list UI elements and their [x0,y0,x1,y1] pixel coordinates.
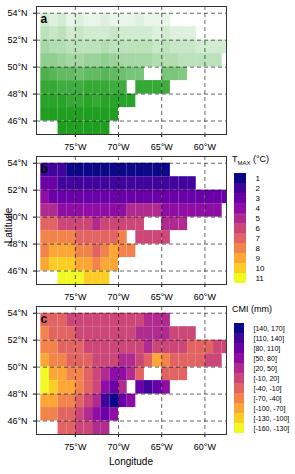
svg-text:52°N: 52°N [7,185,27,195]
svg-text:[140, 170]: [140, 170] [254,325,285,333]
svg-text:46°N: 46°N [7,416,27,426]
svg-text:c: c [41,312,48,326]
svg-text:[20, 50]: [20, 50] [254,365,277,373]
svg-text:70°W: 70°W [107,442,130,450]
svg-text:[110, 140]: [110, 140] [254,335,285,343]
svg-text:10: 10 [256,264,265,273]
svg-text:75°W: 75°W [64,442,87,450]
svg-text:48°N: 48°N [7,389,27,399]
svg-text:75°W: 75°W [64,142,87,150]
svg-text:54°N: 54°N [7,308,27,318]
svg-text:11: 11 [256,274,265,283]
svg-text:4: 4 [256,204,261,213]
svg-text:[50, 80]: [50, 80] [254,355,277,363]
svg-text:[-130, -100]: [-130, -100] [254,415,290,423]
svg-text:[80, 110]: [80, 110] [254,345,281,353]
svg-text:70°W: 70°W [107,142,130,150]
svg-text:[-160, -130]: [-160, -130] [254,425,290,433]
svg-text:65°W: 65°W [151,142,174,150]
svg-text:2: 2 [256,184,261,193]
svg-text:46°N: 46°N [7,266,27,276]
svg-text:6: 6 [256,224,261,233]
svg-text:50°N: 50°N [7,362,27,372]
svg-text:60°W: 60°W [194,292,217,300]
svg-text:60°W: 60°W [194,442,217,450]
svg-text:46°N: 46°N [7,116,27,126]
svg-text:1: 1 [256,174,261,183]
svg-text:3: 3 [256,194,261,203]
svg-text:9: 9 [256,254,261,263]
svg-text:65°W: 65°W [151,442,174,450]
svg-text:65°W: 65°W [151,292,174,300]
svg-text:a: a [41,12,48,26]
svg-text:70°W: 70°W [107,292,130,300]
svg-text:7: 7 [256,234,261,243]
svg-text:[-100, -70]: [-100, -70] [254,405,286,413]
svg-text:b: b [41,162,48,176]
svg-text:75°W: 75°W [64,292,87,300]
svg-text:[-10, 20]: [-10, 20] [254,375,280,383]
svg-text:54°N: 54°N [7,158,27,168]
svg-text:5: 5 [256,214,261,223]
svg-text:54°N: 54°N [7,8,27,18]
svg-text:[-70, -40]: [-70, -40] [254,395,282,403]
svg-text:60°W: 60°W [194,142,217,150]
svg-text:[-40, -10]: [-40, -10] [254,385,282,393]
svg-text:52°N: 52°N [7,335,27,345]
svg-text:52°N: 52°N [7,35,27,45]
svg-text:48°N: 48°N [7,89,27,99]
svg-text:8: 8 [256,244,261,253]
svg-text:50°N: 50°N [7,62,27,72]
